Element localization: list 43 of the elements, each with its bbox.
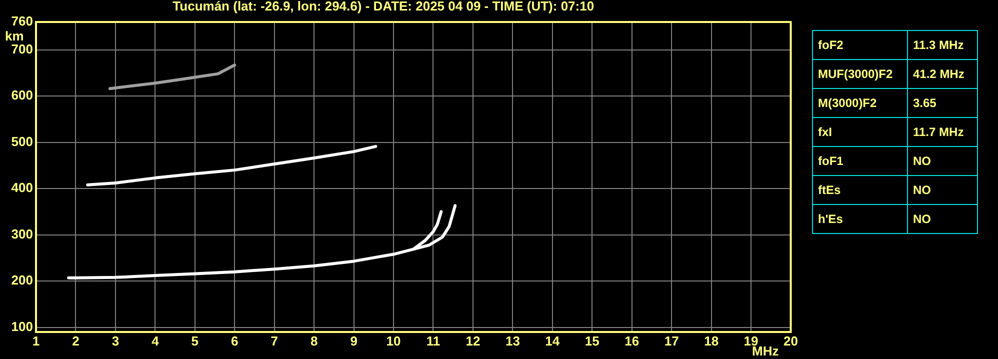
y-axis-title: km xyxy=(5,28,24,44)
x-tick-label: 14 xyxy=(545,333,560,348)
y-tick-label: 600 xyxy=(11,88,33,103)
y-tick-label: 700 xyxy=(11,41,33,56)
x-tick-label: 12 xyxy=(466,333,480,348)
x-tick-label: 20 xyxy=(784,333,798,348)
x-tick-label: 2 xyxy=(72,333,80,348)
x-tick-label: 11 xyxy=(426,333,440,348)
category-label: h'Es xyxy=(812,204,908,234)
x-tick-label: 4 xyxy=(152,333,160,348)
category-label: fxI xyxy=(812,118,908,146)
category-label: M(3000)F2 xyxy=(812,88,908,118)
y-tick-label: 500 xyxy=(11,134,33,149)
chart-title: Tucumán (lat: -26.9, lon: 294.6) - DATE: 2025 04 09 - TIME (UT): 07:10 xyxy=(172,0,594,14)
x-tick-label: 15 xyxy=(584,333,600,348)
category-label: foF2 xyxy=(812,30,908,60)
text: NO xyxy=(913,154,931,168)
x-tick-label: 8 xyxy=(310,333,318,348)
x-tick-label: 1 xyxy=(32,333,40,348)
y-tick-label: 200 xyxy=(11,272,33,288)
x-tick-label: 16 xyxy=(624,333,640,348)
y-tick-label: 400 xyxy=(11,180,33,196)
x-tick-label: 17 xyxy=(664,333,679,348)
category-label: ftEs xyxy=(812,176,908,204)
y-tick-label: 100 xyxy=(11,318,33,334)
x-tick-label: 10 xyxy=(386,333,401,348)
x-tick-label: 5 xyxy=(191,333,199,348)
x-tick-label: 6 xyxy=(231,333,238,348)
y-tick-label: 300 xyxy=(11,226,33,242)
text: 11.7 MHz xyxy=(913,125,964,139)
x-tick-label: 9 xyxy=(350,333,358,348)
text: NO xyxy=(913,183,931,197)
y-tick-label: 760 xyxy=(11,14,33,29)
text: 41.2 MHz xyxy=(913,67,964,81)
x-tick-label: 3 xyxy=(112,333,120,348)
text: 11.3 MHz xyxy=(913,38,964,52)
x-tick-label: 18 xyxy=(704,333,719,348)
category-label: foF1 xyxy=(812,146,908,176)
text: NO xyxy=(913,212,931,226)
x-tick-label: 7 xyxy=(270,333,278,348)
x-tick-label: 13 xyxy=(505,333,520,348)
text: 3.65 xyxy=(913,96,936,110)
category-label: MUF(3000)F2 xyxy=(812,60,908,88)
